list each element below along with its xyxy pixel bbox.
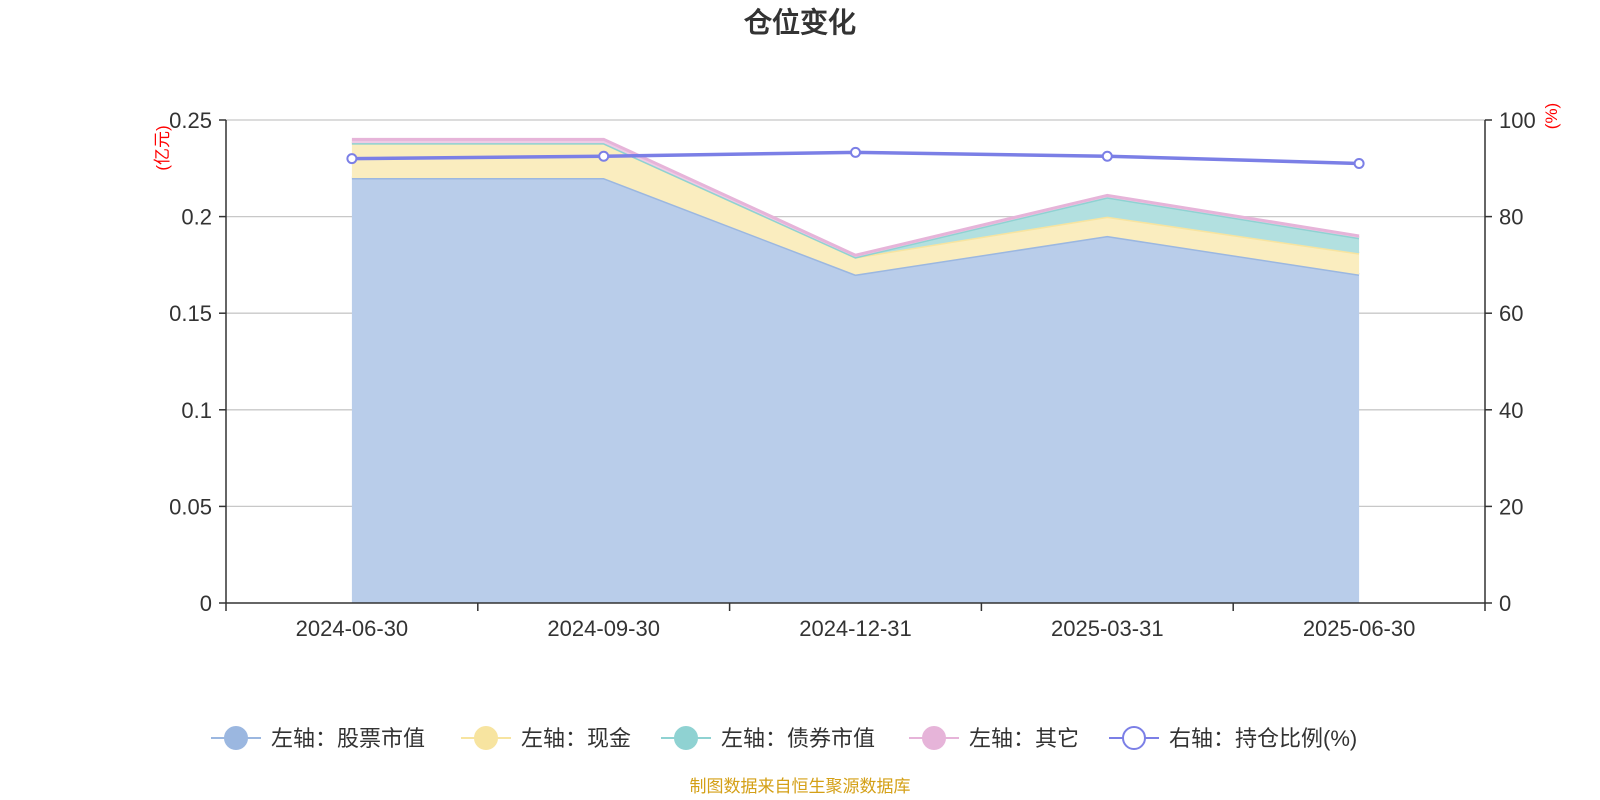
left-tick-label: 0.15 (169, 301, 212, 326)
left-tick-label: 0.25 (169, 108, 212, 133)
chart-title: 仓位变化 (744, 6, 856, 38)
line-point (1353, 157, 1365, 169)
left-axis-unit: (亿元) (153, 125, 172, 170)
legend-item: 右轴：持仓比例(%) (1109, 726, 1357, 751)
legend-label: 左轴：股票市值 (271, 726, 425, 751)
legend-marker (674, 726, 698, 750)
left-tick-label: 0.1 (181, 398, 212, 423)
legend-label: 左轴：其它 (969, 726, 1079, 751)
right-axis-unit: (%) (1542, 103, 1561, 129)
legend-item: 左轴：股票市值 (211, 726, 425, 751)
legend-marker (474, 726, 498, 750)
stacked-areas (351, 137, 1360, 603)
legend-label: 左轴：现金 (521, 726, 631, 751)
legend-item: 左轴：债券市值 (661, 726, 875, 751)
right-tick-label: 0 (1499, 591, 1511, 616)
x-tick-label: 2025-03-31 (1051, 616, 1164, 641)
area-series-2 (351, 143, 1360, 275)
right-tick-label: 80 (1499, 205, 1523, 230)
ratio-line (346, 146, 1365, 169)
legend-label: 左轴：债券市值 (721, 726, 875, 751)
left-tick-label: 0 (200, 591, 212, 616)
legend-item: 左轴：其它 (909, 726, 1079, 751)
x-tick-label: 2024-06-30 (296, 616, 409, 641)
legend-marker (224, 726, 248, 750)
line-point (850, 146, 861, 158)
right-tick-label: 100 (1499, 108, 1536, 133)
x-tick-label: 2024-12-31 (799, 616, 912, 641)
right-tick-label: 60 (1499, 301, 1523, 326)
x-tick-label: 2024-09-30 (547, 616, 660, 641)
line-point (598, 150, 610, 162)
legend-item: 左轴：现金 (461, 726, 631, 751)
right-tick-label: 20 (1499, 494, 1523, 519)
legend-marker (1122, 726, 1146, 750)
source-note: 制图数据来自恒生聚源数据库 (690, 777, 911, 796)
legend-marker (922, 726, 946, 750)
left-tick-label: 0.2 (181, 205, 212, 230)
line-point (1101, 150, 1113, 162)
left-tick-label: 0.05 (169, 494, 212, 519)
area-edge-series-4 (351, 137, 1360, 257)
right-tick-label: 40 (1499, 398, 1523, 423)
line-point (346, 153, 358, 165)
x-tick-label: 2025-06-30 (1303, 616, 1416, 641)
legend: 左轴：股票市值 左轴：现金 左轴：债券市值 左轴：其它 右轴：持仓比例(%) (211, 726, 1357, 751)
area-series-1 (351, 177, 1360, 603)
axes: 0 0.05 0.1 0.15 0.2 0.25 0 20 40 60 80 100 2024-06-3… (169, 108, 1536, 641)
legend-label: 右轴：持仓比例(%) (1169, 726, 1357, 751)
